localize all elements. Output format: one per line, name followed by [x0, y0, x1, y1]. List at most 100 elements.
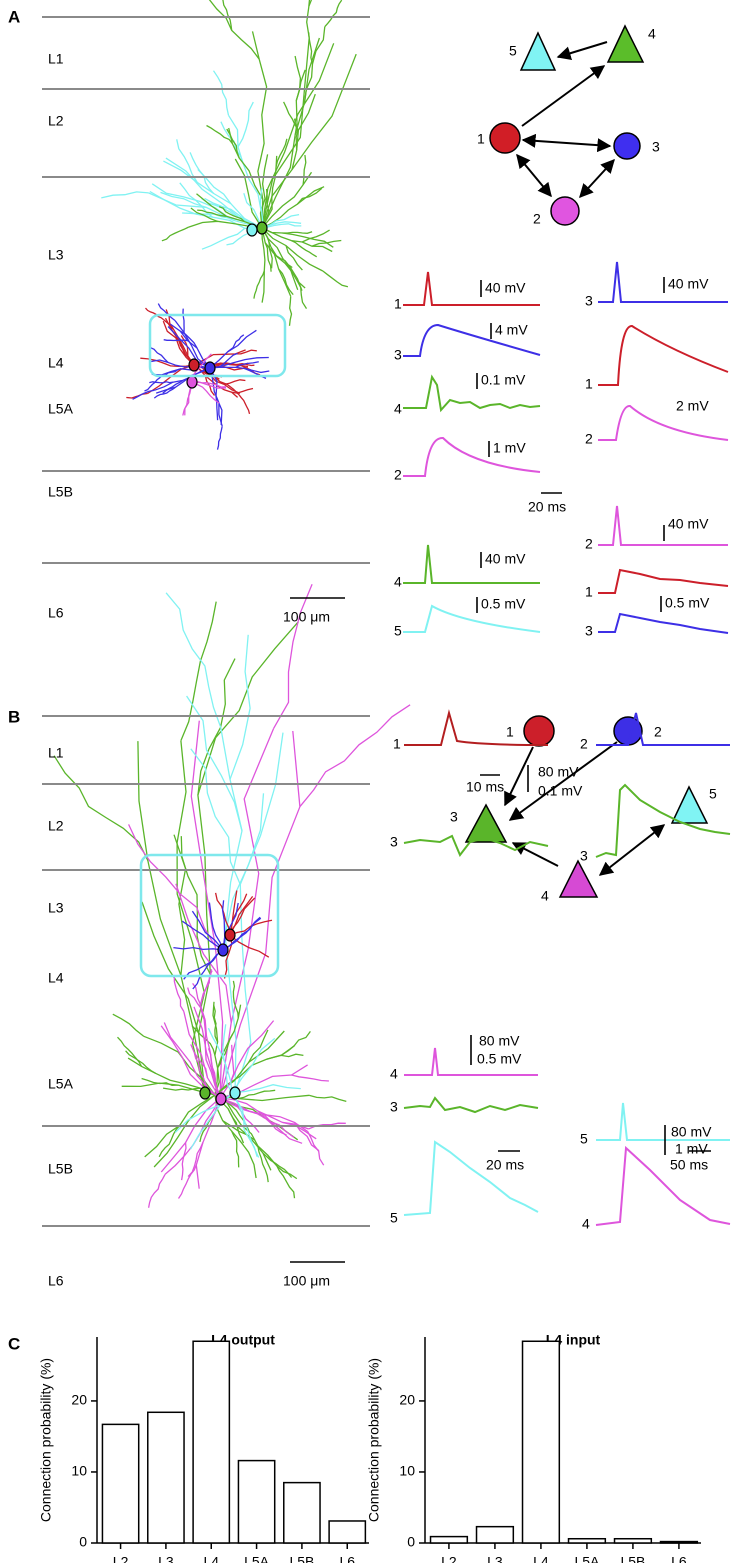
- scale-label: 80 mV: [671, 1124, 712, 1140]
- dendrite: [235, 349, 257, 355]
- dendrite: [234, 732, 284, 1094]
- scale-label: 0.5 mV: [665, 595, 710, 611]
- bar: [237, 1459, 276, 1544]
- trace: [403, 604, 541, 633]
- layer-label: L4: [48, 970, 64, 986]
- layer-label: L5A: [48, 1076, 74, 1092]
- dendrite: [215, 396, 219, 421]
- dendrite: [291, 240, 318, 258]
- dendrite: [248, 1029, 269, 1063]
- dendrite: [218, 206, 245, 223]
- dendrite: [163, 160, 263, 229]
- y-tick-label: 20: [399, 1392, 415, 1408]
- dendrite: [261, 227, 292, 297]
- dendrite: [231, 1092, 258, 1157]
- x-tick-label: L5B: [620, 1554, 645, 1563]
- x-tick-label: L2: [441, 1554, 457, 1563]
- dendrite: [176, 139, 198, 183]
- trace-label: 4: [582, 1216, 590, 1232]
- x-tick-label: L5A: [574, 1554, 600, 1563]
- scale-bars: [470, 765, 711, 1155]
- y-axis-label: Connection probability (%): [366, 1358, 382, 1522]
- dendrite: [219, 1097, 309, 1133]
- trace-label: 1: [585, 376, 593, 392]
- dendrite: [278, 268, 294, 296]
- dendrite: [296, 280, 308, 309]
- dendrite: [208, 0, 260, 60]
- trace: [403, 544, 540, 584]
- trace: [404, 1047, 538, 1076]
- dendrite: [161, 226, 189, 242]
- bar: [429, 1535, 469, 1544]
- dendrite: [207, 1048, 217, 1086]
- dendrite: [208, 902, 224, 951]
- dendrite: [212, 1001, 220, 1096]
- bar: [147, 1411, 185, 1544]
- dendrite: [234, 158, 263, 229]
- bar: [659, 1540, 699, 1544]
- dendrite: [322, 270, 349, 288]
- dendrite: [307, 1131, 325, 1166]
- trace-label: 3: [585, 623, 593, 639]
- dendrite: [229, 634, 251, 780]
- trace: [595, 1145, 731, 1226]
- node-triangle: [670, 785, 709, 824]
- node-label: 5: [709, 786, 717, 802]
- trace-label: 2: [394, 467, 402, 483]
- node-circle: [489, 122, 521, 154]
- dendrite: [235, 361, 259, 368]
- trace-label: 3: [580, 848, 588, 864]
- scale-bar-label: 100 μm: [283, 1273, 330, 1289]
- scale-label: 80 mV: [479, 1033, 520, 1049]
- bar: [192, 1340, 231, 1544]
- bar: [613, 1537, 653, 1544]
- arrow: [579, 158, 615, 199]
- trace: [403, 1096, 539, 1114]
- dendrite: [219, 1020, 275, 1099]
- layer-lines: [42, 715, 370, 1227]
- scale-label: 40 mV: [485, 551, 526, 567]
- soma: [204, 361, 216, 375]
- dendrite: [275, 1165, 296, 1199]
- dendrite: [180, 836, 211, 975]
- scale-label: 0.1 mV: [481, 372, 526, 388]
- soma: [215, 1092, 227, 1106]
- dendrite: [231, 1130, 240, 1168]
- dendrite: [224, 379, 246, 386]
- dendrite: [165, 157, 263, 229]
- node-label: 1: [506, 724, 514, 740]
- dendrite: [214, 1094, 277, 1166]
- dendrite: [291, 93, 316, 170]
- dendrite: [261, 155, 278, 229]
- x-tick-label: L4: [533, 1554, 549, 1563]
- dendrite: [117, 1036, 143, 1067]
- dendrite: [266, 1053, 304, 1060]
- traces: [403, 709, 731, 1226]
- trace-label: 3: [390, 834, 398, 850]
- trace-label: 5: [580, 1131, 588, 1147]
- scale-label: 1 mV: [675, 1141, 708, 1157]
- node-label: 1: [477, 131, 485, 147]
- x-tick-label: L3: [158, 1554, 174, 1563]
- dendrite: [257, 1110, 287, 1136]
- dendrite: [147, 1174, 166, 1208]
- dendrite: [182, 308, 185, 333]
- dendrite: [182, 212, 230, 219]
- trace-label: 4: [394, 574, 402, 590]
- layer-label: L4: [48, 355, 64, 371]
- trace: [598, 568, 729, 594]
- node-label: 2: [654, 724, 662, 740]
- dendrite: [257, 1145, 269, 1183]
- trace-label: 3: [585, 293, 593, 309]
- x-tick-label: L3: [487, 1554, 503, 1563]
- dendrite: [132, 389, 155, 400]
- l4-box: [148, 313, 287, 378]
- panel-letter: B: [8, 707, 20, 726]
- panel-letter: C: [8, 1334, 20, 1353]
- dendrite: [293, 118, 299, 151]
- dendrite: [206, 124, 233, 144]
- panel-letter: A: [8, 7, 20, 26]
- trace: [403, 437, 541, 477]
- dendrite: [189, 152, 215, 194]
- dendrite: [173, 975, 185, 1012]
